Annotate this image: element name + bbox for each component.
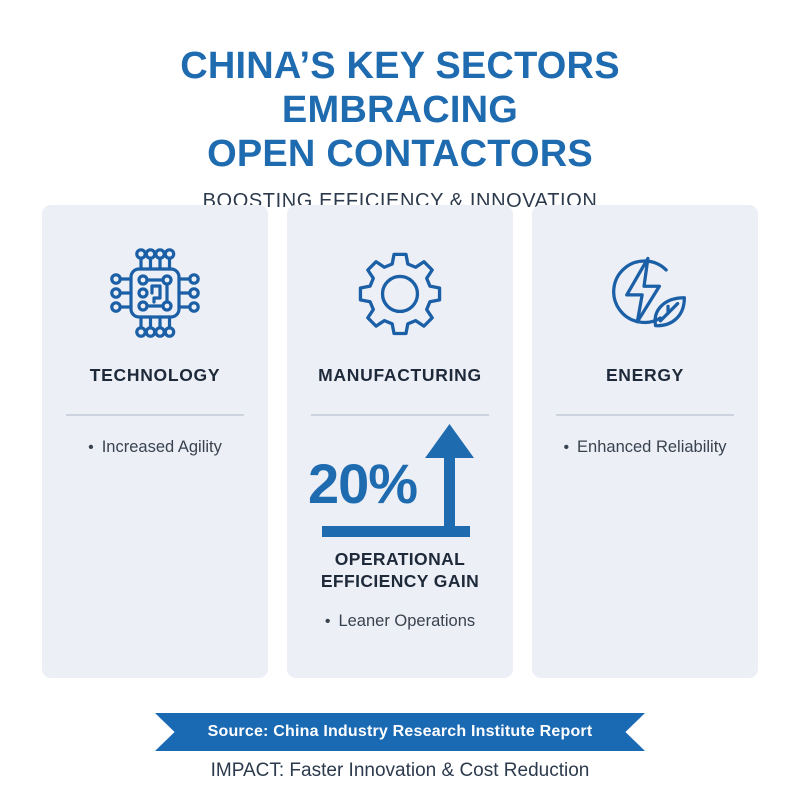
page-title: CHINA’S KEY SECTORS EMBRACING OPEN CONTA…	[0, 44, 800, 176]
source-ribbon: Source: China Industry Research Institut…	[155, 713, 645, 751]
impact-statement: IMPACT: Faster Innovation & Cost Reducti…	[210, 760, 590, 781]
energy-leaf-icon	[597, 231, 693, 355]
page-title-line-2: OPEN CONTACTORS	[207, 133, 593, 175]
page-title-line-1: CHINA’S KEY SECTORS EMBRACING	[180, 45, 620, 131]
stat-block: 20%	[302, 422, 498, 542]
card-bullet-item: • Increased Agility	[88, 438, 222, 457]
sector-card-manufacturing[interactable]: MANUFACTURING 20% OPERATIONAL EFFICIENCY…	[287, 205, 513, 678]
card-bullet-item: • Leaner Operations	[325, 612, 475, 631]
card-divider	[311, 414, 489, 416]
sector-card-title: ENERGY	[605, 365, 685, 385]
stat-value: 20%	[308, 452, 418, 515]
sector-card-list: TECHNOLOGY • Increased Agility MANUFACTU…	[42, 205, 758, 678]
microchip-icon	[105, 231, 205, 355]
sector-card-energy[interactable]: ENERGY • Enhanced Reliability	[532, 205, 758, 678]
ribbon-shape: Source: China Industry Research Institut…	[155, 713, 645, 751]
bullet-dot-icon: •	[324, 613, 331, 630]
gear-icon	[354, 231, 446, 355]
sector-card-title: MANUFACTURING	[318, 365, 482, 385]
sector-card-title: TECHNOLOGY	[89, 365, 221, 385]
page-header: CHINA’S KEY SECTORS EMBRACING OPEN CONTA…	[0, 44, 800, 213]
source-label: Source: China Industry Research Institut…	[207, 723, 593, 740]
card-divider	[556, 414, 734, 416]
bullet-dot-icon: •	[88, 439, 94, 456]
card-bullet-item: • Enhanced Reliability	[563, 438, 726, 457]
up-arrow-graph-icon	[322, 424, 474, 537]
card-bullet-label: Leaner Operations	[338, 612, 476, 630]
card-bullet-label: Enhanced Reliability	[577, 438, 727, 456]
card-divider	[66, 414, 244, 416]
stat-label-line-1: OPERATIONAL	[334, 549, 466, 569]
bullet-dot-icon: •	[563, 439, 570, 456]
stat-label-line-2: EFFICIENCY GAIN	[320, 571, 480, 591]
stat-label: OPERATIONAL EFFICIENCY GAIN	[321, 548, 479, 592]
card-bullet-label: Increased Agility	[101, 438, 222, 456]
sector-card-technology[interactable]: TECHNOLOGY • Increased Agility	[42, 205, 268, 678]
